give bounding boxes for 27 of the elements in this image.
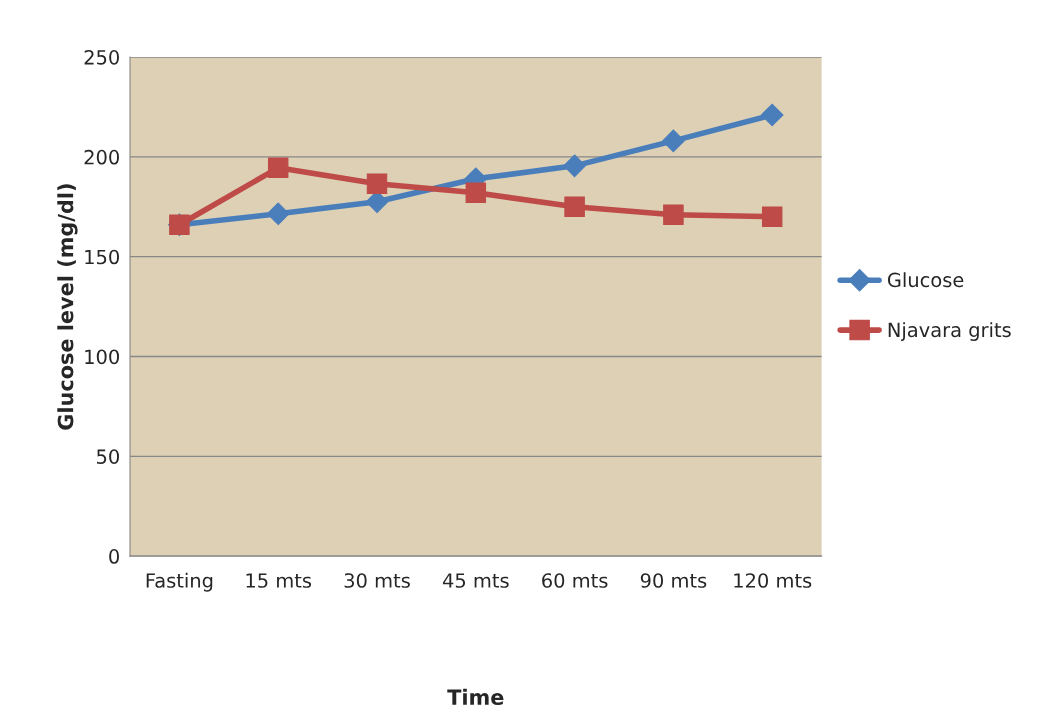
y-tick-label: 200 bbox=[84, 149, 119, 165]
point bbox=[366, 173, 388, 195]
legend-label: Glucose bbox=[887, 272, 964, 288]
y-tick-label: 50 bbox=[97, 449, 119, 464]
point bbox=[663, 204, 684, 225]
point bbox=[761, 206, 783, 227]
x-tick-label: 60 mts bbox=[542, 573, 608, 588]
y-tick-label: 100 bbox=[85, 349, 119, 365]
x-tick-label: 45 mts bbox=[442, 573, 509, 588]
point bbox=[465, 182, 487, 204]
y-tick-label: 250 bbox=[84, 50, 119, 65]
x-tick-label: 90 mts bbox=[640, 573, 707, 588]
y-tick-label: 150 bbox=[85, 249, 119, 265]
x-tick-label: 30 mts bbox=[344, 573, 410, 588]
x-tick-label: 15 mts bbox=[246, 573, 312, 588]
point bbox=[662, 129, 685, 153]
y-tick-label: 0 bbox=[109, 549, 119, 564]
point bbox=[564, 196, 585, 218]
legend-label: Njavara grits bbox=[888, 322, 1011, 341]
x-tick-label: 120 mts bbox=[734, 573, 812, 588]
x-axis-title: Time bbox=[447, 688, 504, 705]
x-tick-label: Fasting bbox=[146, 572, 213, 592]
point bbox=[267, 157, 289, 179]
y-axis-title: Glucose level (mg/dl) bbox=[57, 184, 78, 430]
point bbox=[760, 103, 784, 127]
point bbox=[266, 202, 290, 226]
point bbox=[563, 154, 586, 178]
